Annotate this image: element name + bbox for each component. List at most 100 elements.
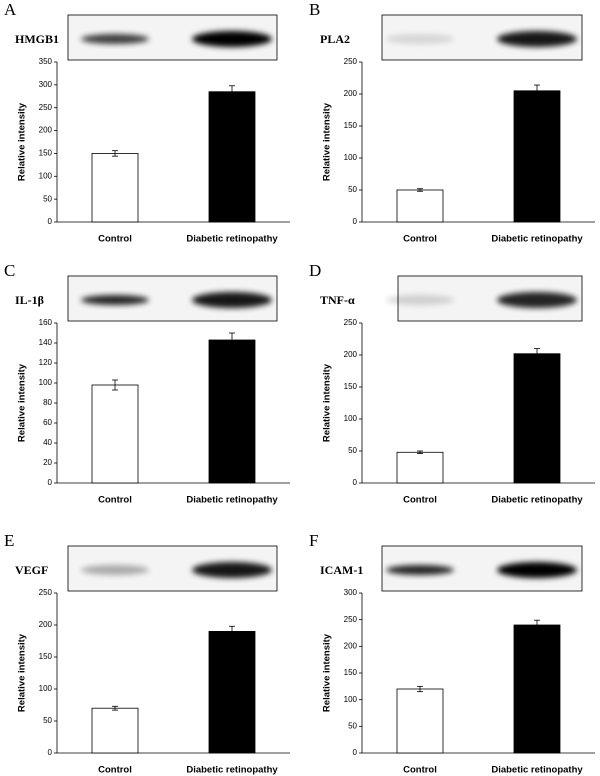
y-axis-label: Relative intensity [322, 102, 333, 181]
bar [208, 631, 256, 754]
x-tick-label: Diabetic retinopathy [491, 234, 583, 245]
y-tick-label: 100 [344, 153, 358, 162]
y-tick-label: 300 [344, 588, 358, 597]
y-tick-label: 200 [39, 126, 53, 135]
error-bar [417, 188, 423, 192]
y-tick-label: 0 [48, 748, 53, 757]
x-tick-label: Control [403, 765, 437, 776]
blot-band [386, 295, 454, 305]
y-tick-label: 200 [344, 350, 358, 359]
bar [513, 624, 561, 754]
blot-label: TNF-α [320, 293, 355, 307]
y-tick-label: 250 [39, 103, 53, 112]
error-bar [534, 348, 540, 360]
error-bar [112, 150, 118, 157]
y-tick-label: 0 [353, 748, 358, 757]
x-tick-label: Control [403, 495, 437, 506]
y-tick-label: 50 [43, 194, 52, 203]
x-tick-label: Diabetic retinopathy [491, 765, 583, 776]
y-tick-label: 200 [344, 641, 358, 650]
blot-label: IL-1β [15, 293, 44, 307]
blot-band [192, 292, 272, 308]
error-bar [229, 332, 235, 348]
x-tick-label: Diabetic retinopathy [186, 765, 278, 776]
panel-letter: B [309, 0, 320, 19]
y-tick-label: 140 [39, 338, 53, 347]
bar [208, 91, 256, 223]
panel-letter: F [309, 531, 318, 550]
bar [91, 384, 139, 484]
y-tick-label: 0 [353, 217, 358, 226]
panel-letter: D [309, 261, 321, 280]
y-tick-label: 80 [43, 398, 52, 407]
bar [208, 339, 256, 484]
y-tick-label: 40 [43, 438, 52, 447]
error-bar [229, 625, 235, 637]
y-axis-label: Relative intensity [322, 633, 333, 712]
blot-band [81, 34, 149, 44]
y-tick-label: 200 [344, 89, 358, 98]
error-bar [417, 450, 423, 454]
blot-band [81, 565, 149, 575]
y-tick-label: 50 [348, 185, 357, 194]
y-tick-label: 250 [344, 318, 358, 327]
y-tick-label: 20 [43, 458, 52, 467]
y-tick-label: 50 [348, 721, 357, 730]
y-tick-label: 0 [48, 478, 53, 487]
panel-letter: C [4, 261, 15, 280]
y-tick-label: 100 [39, 684, 53, 693]
bar [91, 153, 139, 223]
blot-label: HMGB1 [15, 32, 59, 46]
y-tick-label: 100 [344, 695, 358, 704]
blot-band [386, 565, 454, 575]
blot-band [497, 562, 577, 578]
y-tick-label: 100 [39, 378, 53, 387]
bar [396, 189, 444, 223]
blot-label: PLA2 [320, 32, 350, 46]
y-tick-label: 250 [344, 57, 358, 66]
blot-label: ICAM-1 [320, 563, 363, 577]
error-bar [534, 84, 540, 97]
y-axis-label: Relative intensity [322, 363, 333, 442]
blot-band [81, 295, 149, 305]
blot-band [497, 292, 577, 308]
bar [513, 353, 561, 484]
x-tick-label: Diabetic retinopathy [186, 495, 278, 506]
y-tick-label: 200 [39, 620, 53, 629]
error-bar [112, 705, 118, 711]
y-tick-label: 50 [348, 446, 357, 455]
x-tick-label: Control [403, 234, 437, 245]
y-tick-label: 160 [39, 318, 53, 327]
blot-band [192, 562, 272, 578]
x-tick-label: Diabetic retinopathy [491, 495, 583, 506]
error-bar [229, 85, 235, 99]
blot-band [386, 34, 454, 44]
y-tick-label: 100 [39, 171, 53, 180]
bar [513, 90, 561, 223]
x-tick-label: Control [98, 765, 132, 776]
y-tick-label: 150 [344, 668, 358, 677]
panel-letter: E [4, 531, 14, 550]
panel-letter: A [4, 0, 17, 19]
y-axis-label: Relative intensity [17, 102, 28, 181]
blot-label: VEGF [15, 563, 48, 577]
x-tick-label: Diabetic retinopathy [186, 234, 278, 245]
y-tick-label: 120 [39, 358, 53, 367]
y-tick-label: 60 [43, 418, 52, 427]
bar [396, 451, 444, 484]
y-tick-label: 100 [344, 414, 358, 423]
y-tick-label: 0 [48, 217, 53, 226]
error-bar [534, 619, 540, 631]
x-tick-label: Control [98, 495, 132, 506]
error-bar [112, 379, 118, 391]
y-tick-label: 250 [344, 615, 358, 624]
y-axis-label: Relative intensity [17, 363, 28, 442]
y-tick-label: 150 [344, 121, 358, 130]
blot-band [192, 31, 272, 47]
blot-band [497, 31, 577, 47]
y-tick-label: 150 [39, 149, 53, 158]
y-tick-label: 0 [353, 478, 358, 487]
bar [396, 688, 444, 754]
y-tick-label: 150 [344, 382, 358, 391]
